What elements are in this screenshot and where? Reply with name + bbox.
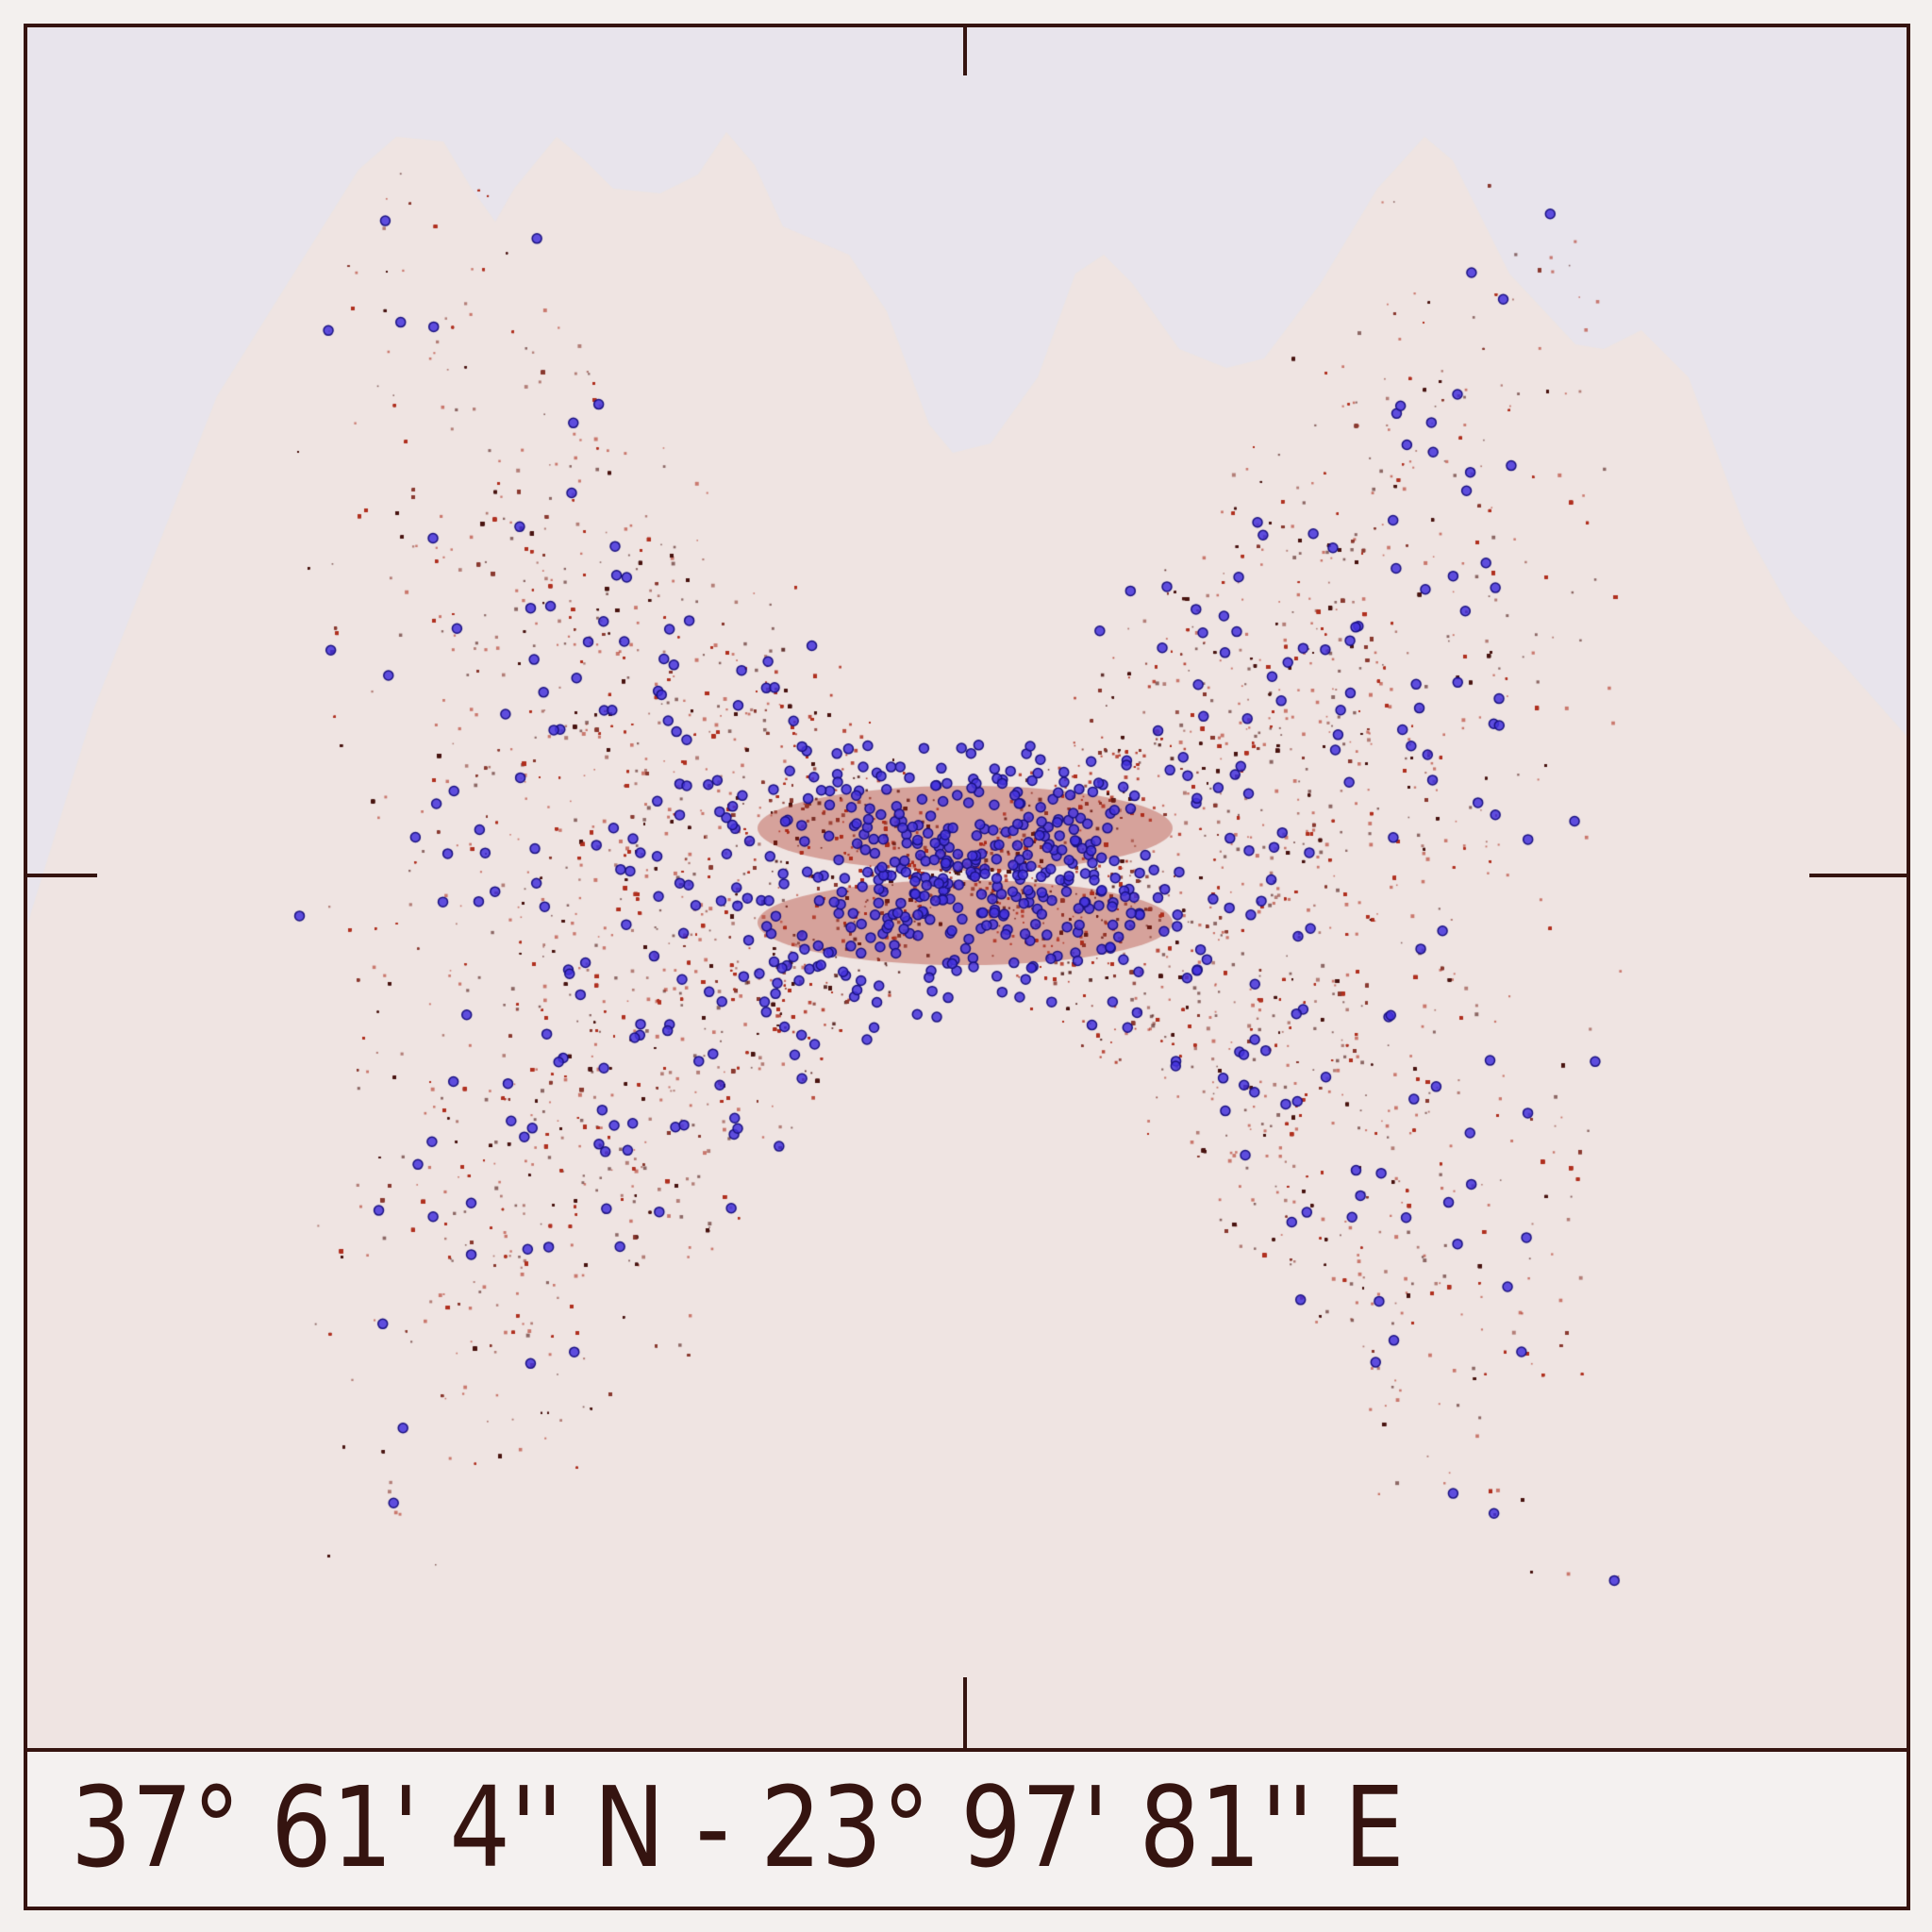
tick-right [1809,874,1907,877]
caption-divider [24,1748,1907,1752]
tick-top [963,24,967,75]
frame-border [24,24,1910,1910]
caption-panel [27,1752,1907,1903]
tick-bottom [963,1677,967,1750]
tick-left [24,874,97,877]
coordinates-caption: 37° 61' 4'' N - 23° 97' 81'' E [71,1762,1405,1892]
